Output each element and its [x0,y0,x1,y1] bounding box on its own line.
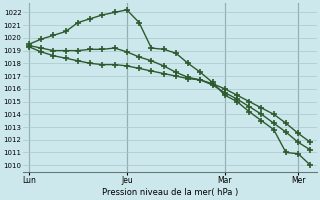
X-axis label: Pression niveau de la mer( hPa ): Pression niveau de la mer( hPa ) [101,188,238,197]
